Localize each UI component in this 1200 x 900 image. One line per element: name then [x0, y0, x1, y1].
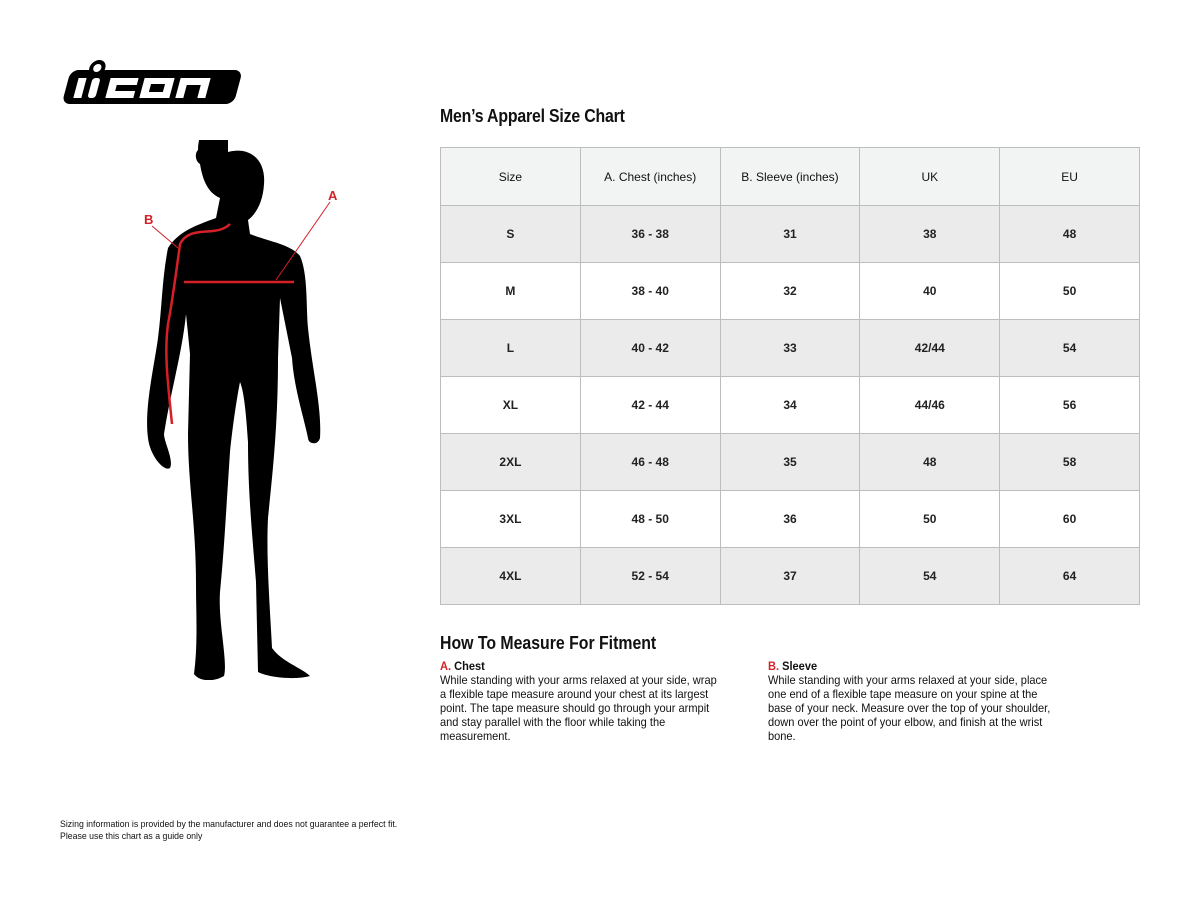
marker-b: B — [144, 212, 153, 227]
table-cell: 56 — [999, 376, 1140, 434]
chest-letter: A. — [440, 659, 452, 673]
chest-instructions: A. Chest While standing with your arms r… — [440, 659, 725, 743]
table-cell: 50 — [859, 490, 1001, 548]
table-row: XL 42 - 44 34 44/46 56 — [440, 376, 1140, 434]
disclaimer-line-1: Sizing information is provided by the ma… — [60, 819, 398, 830]
table-row: 2XL 46 - 48 35 48 58 — [440, 433, 1140, 491]
table-cell: 38 - 40 — [579, 262, 721, 320]
chest-text: While standing with your arms relaxed at… — [440, 673, 717, 743]
column-header: A. Chest (inches) — [579, 147, 721, 206]
table-cell: 2XL — [440, 433, 581, 491]
sleeve-letter: B. — [768, 659, 780, 673]
table-cell: L — [440, 319, 581, 377]
table-cell: 48 — [999, 205, 1140, 263]
table-cell: 48 - 50 — [579, 490, 721, 548]
column-header: B. Sleeve (inches) — [719, 147, 861, 206]
table-row: 3XL 48 - 50 36 50 60 — [440, 490, 1140, 548]
table-row: L 40 - 42 33 42/44 54 — [440, 319, 1140, 377]
table-cell: 54 — [999, 319, 1140, 377]
table-cell: 3XL — [440, 490, 581, 548]
icon-logo — [63, 60, 241, 104]
table-cell: M — [440, 262, 581, 320]
table-cell: 37 — [719, 547, 861, 605]
body-silhouette: B A — [144, 140, 338, 680]
table-cell: 40 - 42 — [579, 319, 721, 377]
table-cell: S — [440, 205, 581, 263]
sleeve-text: While standing with your arms relaxed at… — [768, 673, 1051, 743]
table-cell: 48 — [859, 433, 1001, 491]
marker-a: A — [328, 188, 338, 203]
table-cell: 35 — [719, 433, 861, 491]
column-header: UK — [859, 147, 1001, 206]
table-cell: 58 — [999, 433, 1140, 491]
table-cell: 38 — [859, 205, 1001, 263]
size-table: Size A. Chest (inches) B. Sleeve (inches) U… — [440, 147, 1140, 605]
table-cell: 44/46 — [859, 376, 1001, 434]
table-cell: 52 - 54 — [579, 547, 721, 605]
table-cell: 32 — [719, 262, 861, 320]
table-cell: 50 — [999, 262, 1140, 320]
table-cell: 36 — [719, 490, 861, 548]
table-cell: 36 - 38 — [579, 205, 721, 263]
table-cell: 40 — [859, 262, 1001, 320]
table-row: M 38 - 40 32 40 50 — [440, 262, 1140, 320]
table-row: S 36 - 38 31 38 48 — [440, 205, 1140, 263]
table-cell: 46 - 48 — [579, 433, 721, 491]
table-row: 4XL 52 - 54 37 54 64 — [440, 547, 1140, 605]
disclaimer-line-2: Please use this chart as a guide only — [60, 831, 203, 842]
table-cell: 42/44 — [859, 319, 1001, 377]
table-cell: 64 — [999, 547, 1140, 605]
howto-title: How To Measure For Fitment — [440, 633, 657, 653]
table-cell: 60 — [999, 490, 1140, 548]
table-cell: 31 — [719, 205, 861, 263]
table-cell: 34 — [719, 376, 861, 434]
chart-title: Men’s Apparel Size Chart — [440, 106, 625, 126]
table-cell: 42 - 44 — [579, 376, 721, 434]
table-cell: XL — [440, 376, 581, 434]
disclaimer: Sizing information is provided by the ma… — [60, 819, 397, 843]
sleeve-instructions: B. Sleeve While standing with your arms … — [768, 659, 1053, 743]
table-cell: 4XL — [440, 547, 581, 605]
column-header: EU — [999, 147, 1140, 206]
column-header: Size — [440, 147, 581, 206]
table-cell: 33 — [719, 319, 861, 377]
sleeve-label: Sleeve — [782, 659, 818, 673]
table-cell: 54 — [859, 547, 1001, 605]
chest-label: Chest — [454, 659, 485, 673]
